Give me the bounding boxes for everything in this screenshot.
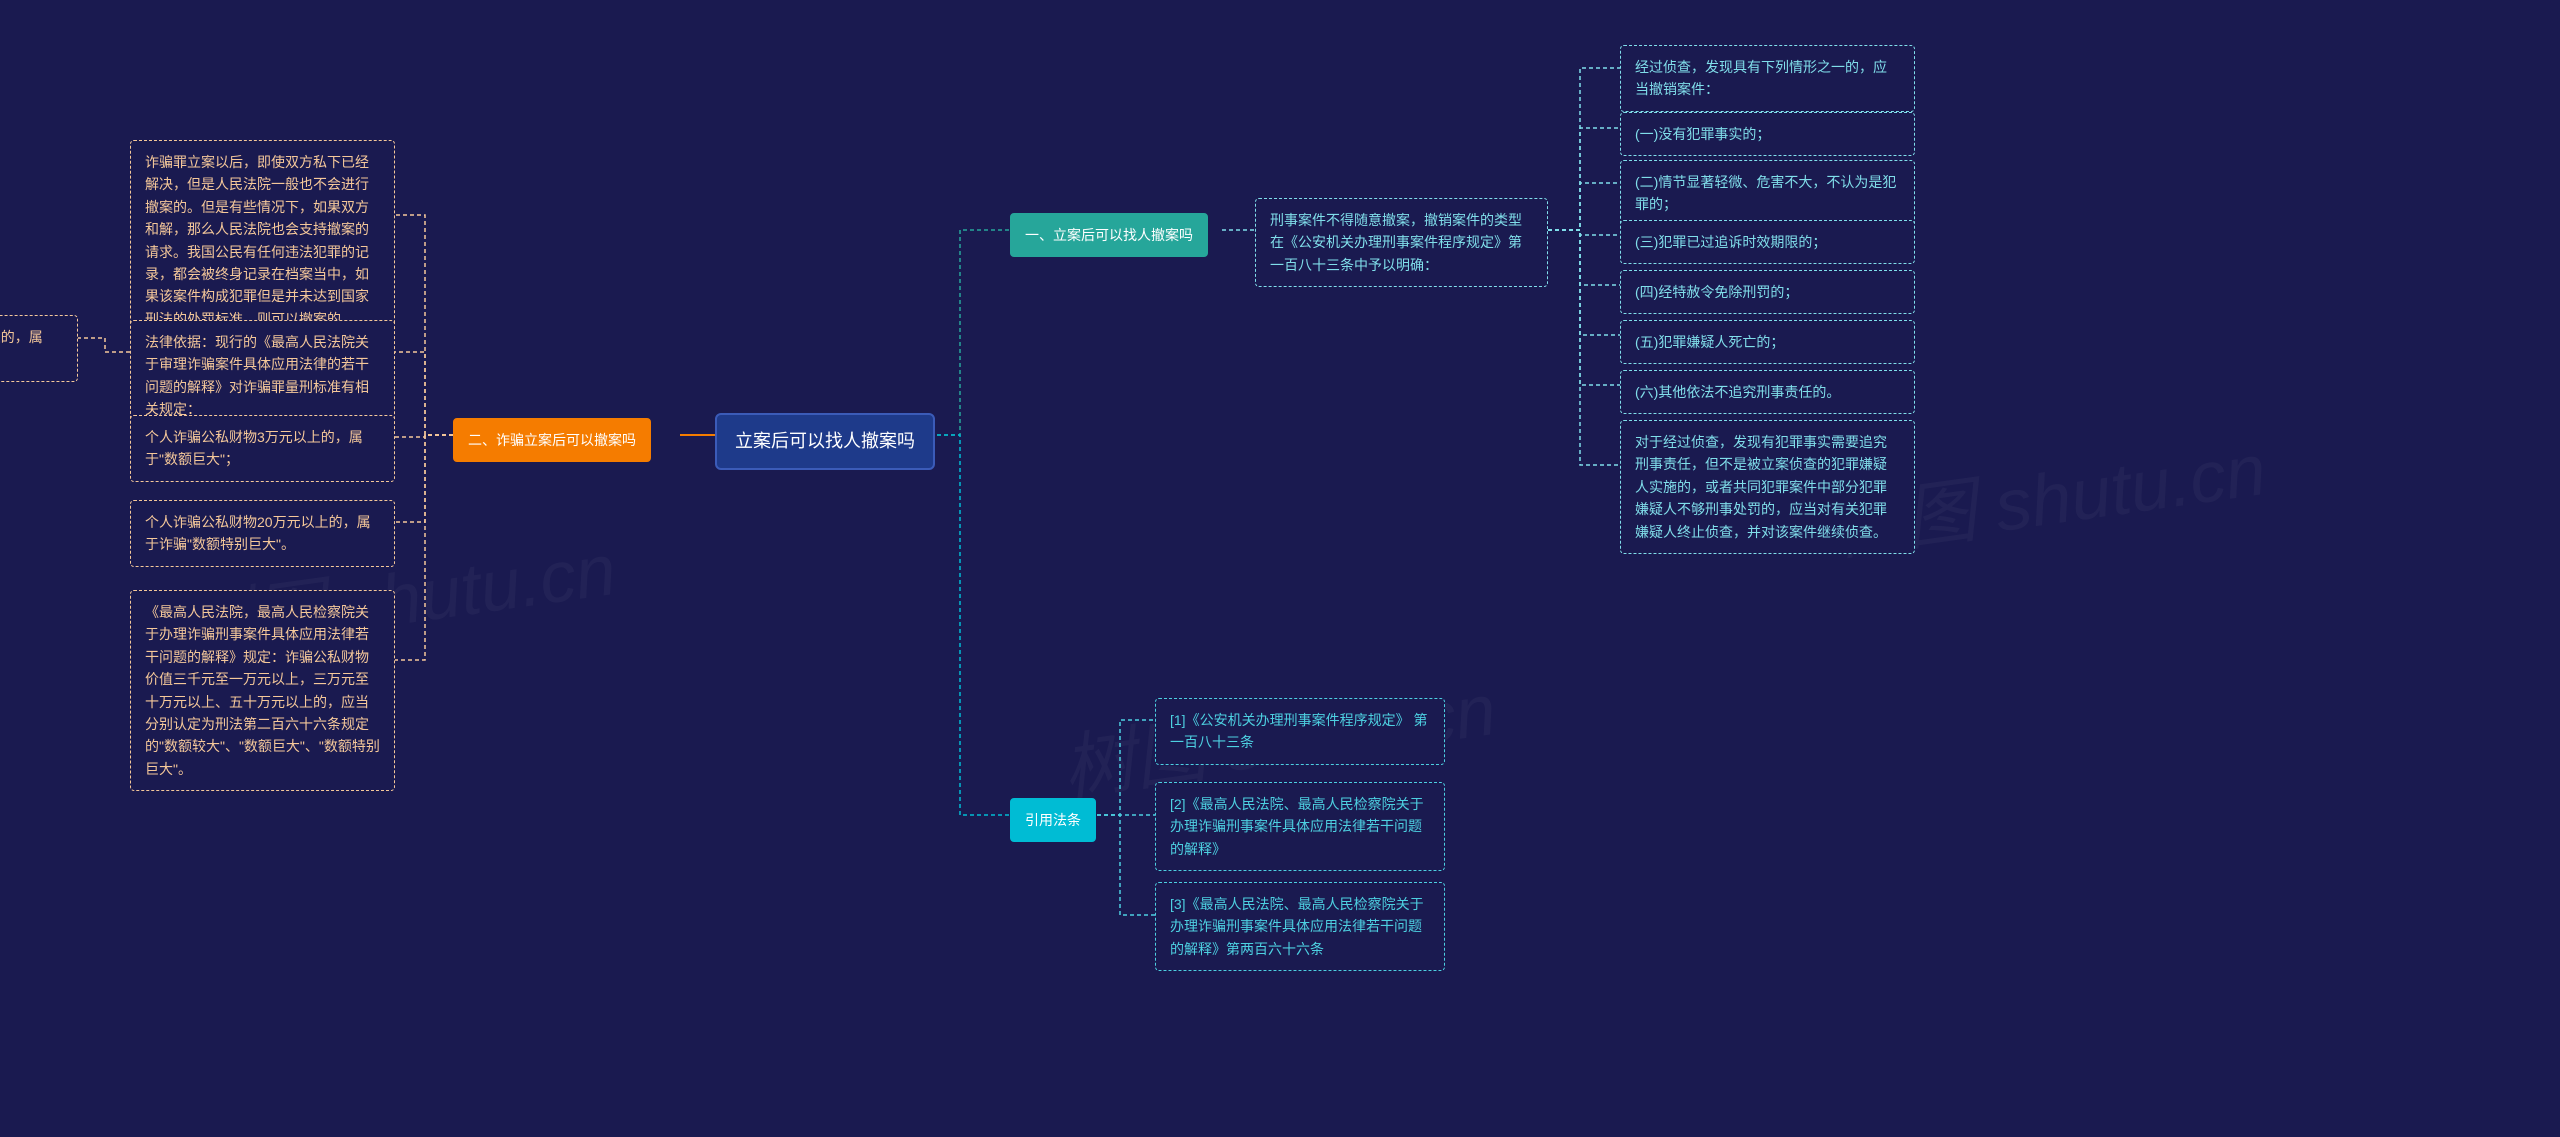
right1-leaf-4: (四)经特赦令免除刑罚的； [1620, 270, 1915, 314]
right1-leaf-0: 经过侦查，发现具有下列情形之一的，应当撤销案件： [1620, 45, 1915, 112]
root-node: 立案后可以找人撤案吗 [715, 413, 935, 470]
right2-child-2: [3]《最高人民法院、最高人民检察院关于办理诈骗刑事案件具体应用法律若干问题的解… [1155, 882, 1445, 971]
right1-leaf-6: (六)其他依法不追究刑事责任的。 [1620, 370, 1915, 414]
branch-left: 二、诈骗立案后可以撤案吗 [453, 418, 651, 462]
left-child-4: 《最高人民法院，最高人民检察院关于办理诈骗刑事案件具体应用法律若干问题的解释》规… [130, 590, 395, 791]
right1-child: 刑事案件不得随意撤案，撤销案件的类型在《公安机关办理刑事案件程序规定》第一百八十… [1255, 198, 1548, 287]
right1-leaf-3: (三)犯罪已过追诉时效期限的； [1620, 220, 1915, 264]
right1-leaf-2: (二)情节显著轻微、危害不大，不认为是犯罪的； [1620, 160, 1915, 227]
right1-leaf-7: 对于经过侦查，发现有犯罪事实需要追究刑事责任，但不是被立案侦查的犯罪嫌疑人实施的… [1620, 420, 1915, 554]
left-child-3: 个人诈骗公私财物20万元以上的，属于诈骗"数额特别巨大"。 [130, 500, 395, 567]
branch-right-2: 引用法条 [1010, 798, 1096, 842]
right1-leaf-1: (一)没有犯罪事实的； [1620, 112, 1915, 156]
right2-child-1: [2]《最高人民法院、最高人民检察院关于办理诈骗刑事案件具体应用法律若干问题的解… [1155, 782, 1445, 871]
branch-right-1: 一、立案后可以找人撤案吗 [1010, 213, 1208, 257]
left-child-0: 诈骗罪立案以后，即使双方私下已经解决，但是人民法院一般也不会进行撤案的。但是有些… [130, 140, 395, 341]
left-grandchild: 个人诈骗公私财物2千元以上的，属于"数额较大"； [0, 315, 78, 382]
right2-child-0: [1]《公安机关办理刑事案件程序规定》 第一百八十三条 [1155, 698, 1445, 765]
left-child-2: 个人诈骗公私财物3万元以上的，属于"数额巨大"； [130, 415, 395, 482]
right1-leaf-5: (五)犯罪嫌疑人死亡的； [1620, 320, 1915, 364]
